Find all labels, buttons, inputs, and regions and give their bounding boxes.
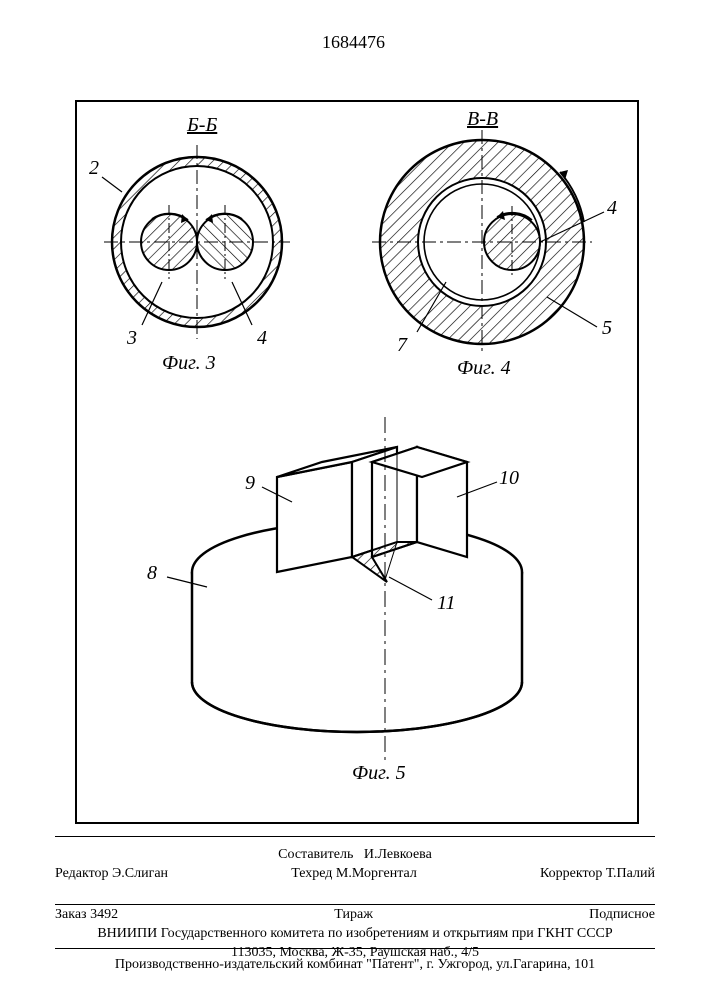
editor-label: Редактор (55, 866, 109, 881)
divider-1 (55, 836, 655, 837)
fig4-caption: Фиг. 4 (457, 357, 511, 380)
tirazh-label: Тираж (334, 906, 373, 925)
compiler-label: Составитель (278, 847, 353, 862)
divider-2 (55, 904, 655, 905)
fig3-label-2: 2 (89, 157, 99, 180)
fig5-label-9: 9 (245, 472, 255, 495)
printer-line: Производственно-издательский комбинат "П… (55, 956, 655, 975)
editor-name: Э.Слиган (112, 866, 168, 881)
techred-name: М.Моргентал (336, 866, 417, 881)
fig4-label-5: 5 (602, 317, 612, 340)
fig5-caption: Фиг. 5 (352, 762, 406, 785)
fig5-label-8: 8 (147, 562, 157, 585)
org-line: ВНИИПИ Государственного комитета по изоб… (55, 925, 655, 944)
fig3-section-label: Б-Б (187, 114, 217, 137)
fig5-label-10: 10 (499, 467, 519, 490)
figure-frame: Б-Б 2 3 (75, 100, 639, 824)
fig5-label-11: 11 (437, 592, 456, 615)
order-block: Заказ 3492 Тираж Подписное ВНИИПИ Госуда… (55, 906, 655, 963)
fig4-svg (372, 132, 592, 352)
order-label: Заказ (55, 907, 87, 922)
patent-number: 1684476 (0, 32, 707, 53)
corrector-label: Корректор (540, 866, 602, 881)
fig3-svg (102, 147, 292, 337)
fig3-caption: Фиг. 3 (162, 352, 216, 375)
fig5-svg (167, 422, 547, 762)
order-number: 3492 (90, 907, 118, 922)
fig3-label-3: 3 (127, 327, 137, 350)
compiler-name: И.Левкоева (364, 847, 432, 862)
fig4-label-4: 4 (607, 197, 617, 220)
sign-label: Подписное (589, 906, 655, 925)
credits-block: Составитель И.Левкоева Редактор Э.Слиган… (55, 846, 655, 884)
fig3-label-4: 4 (257, 327, 267, 350)
fig4-section-label: В-В (467, 108, 498, 131)
corrector-name: Т.Палий (606, 866, 655, 881)
divider-3 (55, 948, 655, 949)
techred-label: Техред (291, 866, 332, 881)
fig4-label-7: 7 (397, 334, 407, 357)
